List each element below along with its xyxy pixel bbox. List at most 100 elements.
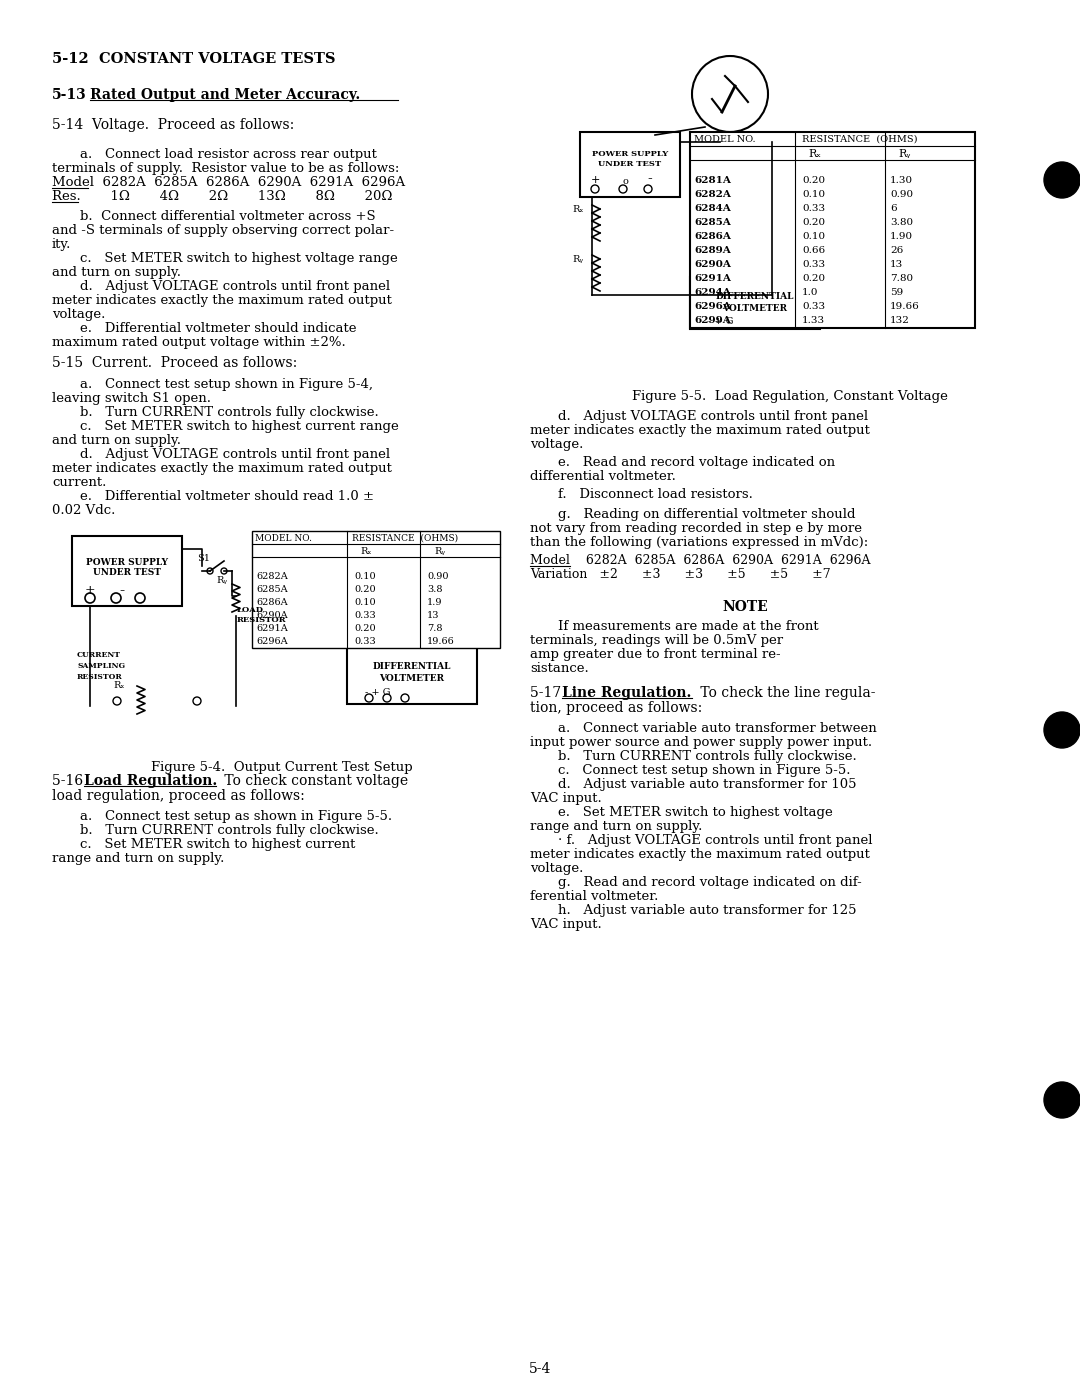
Text: 5-12  CONSTANT VOLTAGE TESTS: 5-12 CONSTANT VOLTAGE TESTS <box>52 52 336 65</box>
Text: 1.30: 1.30 <box>890 175 913 185</box>
Text: Rated Output and Meter Accuracy.: Rated Output and Meter Accuracy. <box>90 88 361 102</box>
Text: 6286A: 6286A <box>694 232 731 241</box>
Text: 6281A: 6281A <box>694 175 731 185</box>
Text: 13: 13 <box>890 260 903 269</box>
Bar <box>252 530 500 649</box>
Text: not vary from reading recorded in step e by more: not vary from reading recorded in step e… <box>530 522 862 535</box>
Text: current.: current. <box>52 476 106 489</box>
Text: DIFFERENTIAL: DIFFERENTIAL <box>373 663 451 671</box>
Circle shape <box>1044 161 1080 198</box>
Text: c.   Set METER switch to highest current range: c. Set METER switch to highest current r… <box>80 420 399 433</box>
Text: e.   Differential voltmeter should indicate: e. Differential voltmeter should indicat… <box>80 322 356 335</box>
Text: 6282A: 6282A <box>256 572 287 580</box>
Text: 5-4: 5-4 <box>529 1361 551 1377</box>
Text: 0.33: 0.33 <box>802 260 825 269</box>
Text: 19.66: 19.66 <box>427 638 455 646</box>
Text: Load Regulation.: Load Regulation. <box>84 774 217 788</box>
Text: voltage.: voltage. <box>530 438 583 451</box>
Text: e.   Set METER switch to highest voltage: e. Set METER switch to highest voltage <box>558 806 833 818</box>
Text: voltage.: voltage. <box>52 308 106 322</box>
Text: than the following (variations expressed in mVdc):: than the following (variations expressed… <box>530 536 868 548</box>
Text: c.   Connect test setup shown in Figure 5-5.: c. Connect test setup shown in Figure 5-… <box>558 764 851 777</box>
Text: 0.90: 0.90 <box>890 189 913 199</box>
Text: MODEL NO.: MODEL NO. <box>694 135 756 143</box>
Text: MODEL NO.: MODEL NO. <box>255 535 312 543</box>
Text: 6282A: 6282A <box>694 189 731 199</box>
Text: RESISTANCE  (OHMS): RESISTANCE (OHMS) <box>352 535 458 543</box>
Text: Rₓ: Rₓ <box>808 149 821 159</box>
Text: e.   Read and record voltage indicated on: e. Read and record voltage indicated on <box>558 457 835 469</box>
Text: differential voltmeter.: differential voltmeter. <box>530 470 676 483</box>
Text: h.   Adjust variable auto transformer for 125: h. Adjust variable auto transformer for … <box>558 903 856 917</box>
Text: Rᵧ: Rᵧ <box>897 149 910 159</box>
Text: 132: 132 <box>890 316 909 324</box>
Text: POWER SUPPLY: POWER SUPPLY <box>86 558 168 567</box>
Text: 1.90: 1.90 <box>890 232 913 241</box>
Text: range and turn on supply.: range and turn on supply. <box>52 852 225 864</box>
Text: sistance.: sistance. <box>530 663 589 675</box>
Text: g.   Read and record voltage indicated on dif-: g. Read and record voltage indicated on … <box>558 876 862 889</box>
Text: 3.80: 3.80 <box>890 219 913 227</box>
Text: 6294A: 6294A <box>694 288 731 296</box>
Bar <box>347 646 477 704</box>
Text: Line Regulation.: Line Regulation. <box>562 686 691 700</box>
Text: CURRENT: CURRENT <box>77 651 121 658</box>
Text: 6296A: 6296A <box>256 638 287 646</box>
Text: 6289A: 6289A <box>694 246 731 255</box>
Text: If measurements are made at the front: If measurements are made at the front <box>558 619 819 633</box>
Text: 13: 13 <box>427 611 440 619</box>
Text: voltage.: voltage. <box>530 862 583 876</box>
Bar <box>580 132 680 198</box>
Text: Variation   ±2      ±3      ±3      ±5      ±5      ±7: Variation ±2 ±3 ±3 ±5 ±5 ±7 <box>530 568 831 580</box>
Text: Model    6282A  6285A  6286A  6290A  6291A  6296A: Model 6282A 6285A 6286A 6290A 6291A 6296… <box>530 554 870 567</box>
Text: 1.9: 1.9 <box>427 599 443 607</box>
Text: 0.33: 0.33 <box>354 611 376 619</box>
Text: 0.90: 0.90 <box>427 572 448 580</box>
Text: 0.20: 0.20 <box>354 624 376 633</box>
Text: and -S terminals of supply observing correct polar-: and -S terminals of supply observing cor… <box>52 224 394 237</box>
Text: input power source and power supply power input.: input power source and power supply powe… <box>530 736 873 749</box>
Text: SAMPLING: SAMPLING <box>77 663 125 670</box>
Text: terminals of supply.  Resistor value to be as follows:: terminals of supply. Resistor value to b… <box>52 161 400 175</box>
Text: Rᵧ: Rᵧ <box>434 547 445 555</box>
Text: UNDER TEST: UNDER TEST <box>93 568 161 578</box>
Text: · f.   Adjust VOLTAGE controls until front panel: · f. Adjust VOLTAGE controls until front… <box>558 834 873 846</box>
Text: b.   Turn CURRENT controls fully clockwise.: b. Turn CURRENT controls fully clockwise… <box>558 750 856 763</box>
Text: 6285A: 6285A <box>694 219 731 227</box>
Text: 26: 26 <box>890 246 903 255</box>
Text: VOLTMETER: VOLTMETER <box>379 674 445 683</box>
Text: -: - <box>648 173 652 187</box>
Text: VAC input.: VAC input. <box>530 917 602 931</box>
Text: a.   Connect variable auto transformer between: a. Connect variable auto transformer bet… <box>558 722 877 735</box>
Text: 5-13: 5-13 <box>52 88 86 102</box>
Text: 6291A: 6291A <box>694 274 731 283</box>
Text: b.   Turn CURRENT controls fully clockwise.: b. Turn CURRENT controls fully clockwise… <box>80 824 379 837</box>
Text: meter indicates exactly the maximum rated output: meter indicates exactly the maximum rate… <box>530 425 869 437</box>
Text: g.   Reading on differential voltmeter should: g. Reading on differential voltmeter sho… <box>558 508 855 521</box>
Text: 0.10: 0.10 <box>354 572 376 580</box>
Text: 0.20: 0.20 <box>802 274 825 283</box>
Text: 5-15  Current.  Proceed as follows:: 5-15 Current. Proceed as follows: <box>52 356 297 370</box>
Text: c.   Set METER switch to highest current: c. Set METER switch to highest current <box>80 838 355 851</box>
Text: 59: 59 <box>890 288 903 296</box>
Text: 0.20: 0.20 <box>802 219 825 227</box>
Text: S1: S1 <box>197 554 210 562</box>
Text: ferential voltmeter.: ferential voltmeter. <box>530 889 659 903</box>
Text: meter indicates exactly the maximum rated output: meter indicates exactly the maximum rate… <box>530 848 869 862</box>
Text: Model  6282A  6285A  6286A  6290A  6291A  6296A: Model 6282A 6285A 6286A 6290A 6291A 6296… <box>52 175 405 189</box>
Text: Rᵧ: Rᵧ <box>216 576 227 585</box>
Text: 0.33: 0.33 <box>354 638 376 646</box>
Text: d.   Adjust VOLTAGE controls until front panel: d. Adjust VOLTAGE controls until front p… <box>558 411 868 423</box>
Bar <box>690 132 975 329</box>
Text: VOLTMETER: VOLTMETER <box>723 303 787 313</box>
Text: and turn on supply.: and turn on supply. <box>52 434 181 447</box>
Text: e.   Differential voltmeter should read 1.0 ±: e. Differential voltmeter should read 1.… <box>80 490 374 503</box>
Text: +: + <box>84 585 95 597</box>
Text: RESISTOR: RESISTOR <box>237 617 286 624</box>
Text: d.   Adjust VOLTAGE controls until front panel: d. Adjust VOLTAGE controls until front p… <box>80 448 390 461</box>
Text: meter indicates exactly the maximum rated output: meter indicates exactly the maximum rate… <box>52 294 392 308</box>
Text: NOTE: NOTE <box>723 600 768 614</box>
Text: +: + <box>591 175 599 185</box>
Text: LOAD: LOAD <box>237 606 264 614</box>
Text: d.   Adjust VOLTAGE controls until front panel: d. Adjust VOLTAGE controls until front p… <box>80 280 390 292</box>
